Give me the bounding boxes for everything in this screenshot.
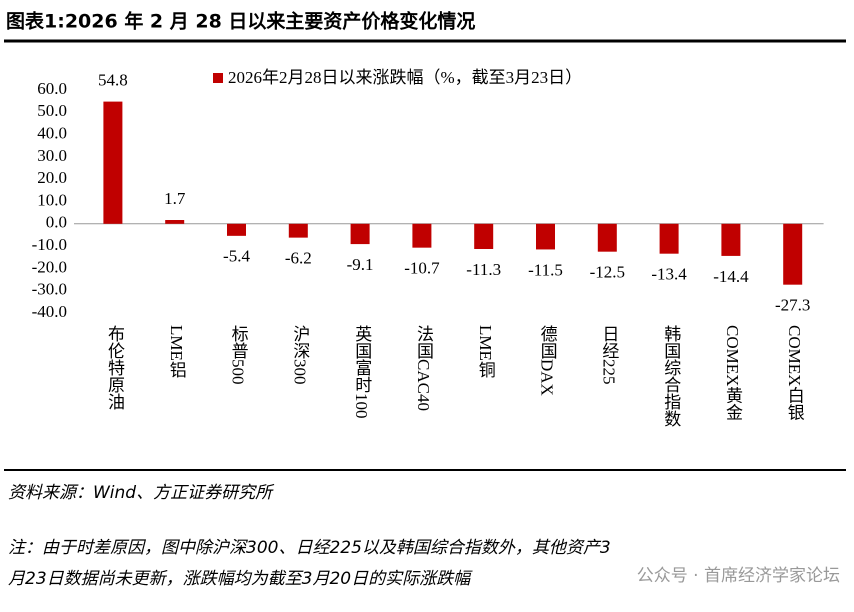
value-label: -9.1 <box>347 255 374 274</box>
x-tick-label: 标普500 <box>229 325 249 385</box>
bar <box>227 223 246 236</box>
y-tick-label: -10.0 <box>32 235 67 254</box>
x-tick-label: 日经225 <box>599 325 619 385</box>
y-tick-label: 10.0 <box>37 190 67 209</box>
bar <box>103 101 123 224</box>
bar <box>350 223 370 245</box>
bar <box>597 223 617 252</box>
bar <box>288 223 308 238</box>
bar <box>721 223 741 256</box>
x-tick-label: 布伦特原油 <box>105 325 125 410</box>
x-tick-label: LME铜 <box>476 325 496 379</box>
y-tick-label: 60.0 <box>37 79 67 98</box>
bar <box>165 220 185 224</box>
y-tick-label: 30.0 <box>37 146 67 165</box>
y-tick-label: 40.0 <box>37 124 67 143</box>
x-tick-label: 韩国综合指数 <box>661 325 681 427</box>
bar <box>474 223 494 249</box>
x-tick-label: LME铝 <box>167 325 187 378</box>
value-label: -6.2 <box>285 249 312 268</box>
value-label: -14.4 <box>713 267 749 286</box>
x-tick-label: 德国DAX <box>538 325 558 396</box>
value-label: -27.3 <box>775 296 810 315</box>
bar <box>659 223 679 254</box>
value-label: -10.7 <box>404 259 440 278</box>
value-label: 54.8 <box>98 71 128 90</box>
bar <box>783 223 803 285</box>
y-tick-label: -30.0 <box>32 280 67 299</box>
value-label: -13.4 <box>651 265 687 284</box>
x-tick-label: COMEX白银 <box>785 325 805 420</box>
watermark: 公众号 · 首席经济学家论坛 <box>637 566 840 586</box>
value-label: 1.7 <box>164 189 186 208</box>
value-label: -11.3 <box>466 260 501 279</box>
source: 资料来源：Wind、方正证券研究所 <box>8 483 275 503</box>
bar <box>412 223 432 248</box>
note-line: 月23日数据尚未更新，涨跌幅均为截至3月20日的实际涨跌幅 <box>8 569 473 589</box>
bar <box>536 223 555 250</box>
y-tick-label: -20.0 <box>32 257 67 276</box>
x-tick-label: 英国富时100 <box>352 325 372 419</box>
x-tick-label: COMEX黄金 <box>723 325 743 420</box>
y-tick-label: -40.0 <box>32 302 67 321</box>
y-tick-label: 0.0 <box>46 213 67 232</box>
value-label: -11.5 <box>528 260 563 279</box>
legend-label: 2026年2月28日以来涨跌幅（%，截至3月23日） <box>228 68 582 87</box>
legend-swatch <box>213 73 223 83</box>
x-tick-label: 法国CAC40 <box>414 325 434 411</box>
x-tick-label: 沪深300 <box>290 325 310 385</box>
chart-title: 图表1:2026 年 2 月 28 日以来主要资产价格变化情况 <box>6 10 475 33</box>
value-label: -12.5 <box>590 263 625 282</box>
value-label: -5.4 <box>223 247 250 266</box>
y-tick-label: 50.0 <box>37 101 67 120</box>
y-tick-label: 20.0 <box>37 168 67 187</box>
note-line: 注：由于时差原因，图中除沪深300、日经225以及韩国综合指数外，其他资产3 <box>8 538 611 558</box>
